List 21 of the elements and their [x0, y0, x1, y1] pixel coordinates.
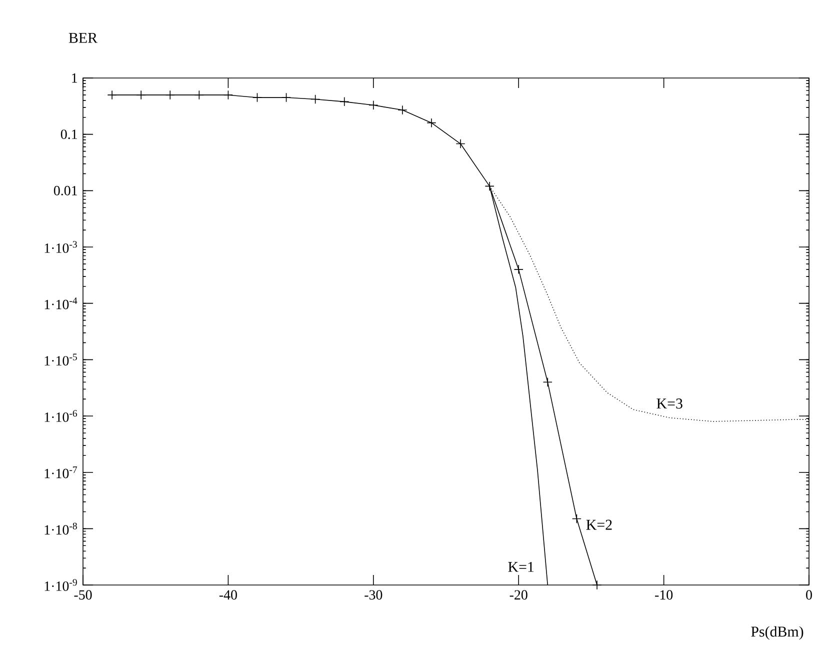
x-tick-label: -40	[219, 590, 237, 600]
y-tick-label: 1·10$^{-5}$	[44, 354, 77, 366]
y-tick-label: 1·10$^{-9}$	[44, 579, 77, 591]
x-tick-label: -10	[655, 590, 673, 600]
y-tick-label: 1·10$^{-7}$	[44, 466, 78, 478]
x-tick-label: -20	[510, 590, 528, 600]
y-tick-label: 1·10$^{-4}$	[44, 297, 78, 310]
x-tick-label: 0	[806, 590, 812, 600]
y-tick-label: 1	[72, 73, 77, 83]
y-axis-title: BER	[68, 32, 98, 43]
y-tick-label: 1·10$^{-8}$	[44, 522, 77, 535]
x-axis-title: Ps(dBm)	[751, 626, 804, 640]
y-tick-label: 1·10$^{-6}$	[44, 410, 78, 422]
x-tick-label: -30	[364, 590, 382, 600]
series-label: K=3	[656, 398, 682, 409]
y-tick-label: 0.01	[54, 186, 77, 196]
x-tick-label: -50	[74, 590, 92, 600]
y-tick-label: 0.1	[60, 130, 77, 140]
series-label: K=2	[586, 520, 612, 530]
series-label: K=1	[508, 562, 534, 572]
y-tick-label: 1·10$^{-3}$	[44, 241, 77, 253]
